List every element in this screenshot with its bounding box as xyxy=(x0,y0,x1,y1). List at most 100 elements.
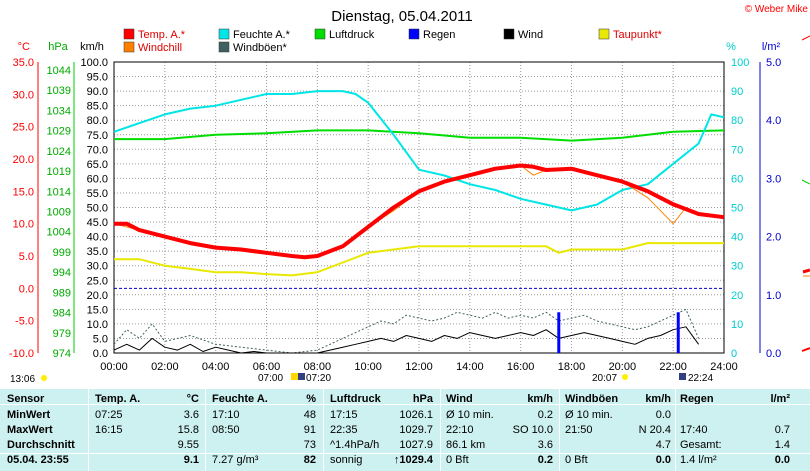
temp-tick-label: 30.0 xyxy=(13,89,34,101)
table-row-divider xyxy=(0,453,810,454)
table-cell: Gesamt: xyxy=(680,439,722,451)
sunrise2-label: 07:20 xyxy=(306,373,331,384)
table-divider xyxy=(205,389,206,471)
temp-tick-label: 5.0 xyxy=(19,251,34,263)
series-tempa xyxy=(114,163,725,260)
table-cell: Wind xyxy=(446,393,473,405)
pressure-tick-label: 1009 xyxy=(47,207,71,219)
wind-tick-label: 50.0 xyxy=(87,203,108,215)
humidity-tick-label: 10 xyxy=(731,319,743,331)
legend-swatch xyxy=(123,28,135,40)
rain-unit: l/m² xyxy=(762,41,781,53)
table-value: 1029.7 xyxy=(399,424,433,436)
axis-units: °C hPa km/h % l/m² xyxy=(18,41,781,53)
sunset-label: 20:07 xyxy=(592,373,617,384)
x-tick-label: 18:00 xyxy=(558,361,586,373)
legend-swatch xyxy=(218,28,230,40)
table-value: 48 xyxy=(303,409,316,421)
table-value: km/h xyxy=(527,393,553,405)
x-tick-label: 00:00 xyxy=(100,361,128,373)
table-value: 0.7 xyxy=(774,424,790,436)
legend-swatch xyxy=(408,28,420,40)
pressure-tick-label: 1024 xyxy=(47,146,71,158)
table-cell: 07:25 xyxy=(95,409,123,421)
humidity-tick-label: 90 xyxy=(731,86,743,98)
table-value: 1026.1 xyxy=(399,409,433,421)
table-cell: ^1.4hPa/h xyxy=(330,439,380,451)
table-divider xyxy=(88,389,89,471)
left-time-label: 13:06 xyxy=(10,374,35,385)
pressure-tick-label: 1004 xyxy=(47,227,71,239)
wind-tick-label: 15.0 xyxy=(87,304,108,316)
table-value: 0.2 xyxy=(537,409,553,421)
pressure-tick-label: 1034 xyxy=(47,105,71,117)
temp-tick-label: 35.0 xyxy=(13,57,34,69)
table-value: % xyxy=(306,393,316,405)
wind-tick-label: 45.0 xyxy=(87,217,108,229)
table-cell: Feuchte A. xyxy=(212,393,268,405)
pressure-tick-label: 999 xyxy=(53,247,71,259)
legend-swatch xyxy=(503,28,515,40)
legend-swatch xyxy=(598,28,610,40)
legend-label: Temp. A.* xyxy=(138,29,186,41)
moon-rise-icon xyxy=(298,373,305,380)
x-tick-label: 02:00 xyxy=(151,361,179,373)
stats-table: Sensor Temp. A. °C Feuchte A.% Luftdruck hPa W… xyxy=(0,389,810,471)
legend-label: Windchill xyxy=(138,42,182,54)
x-tick-label: 10:00 xyxy=(354,361,382,373)
row-label: MaxWert xyxy=(7,424,53,436)
table-value: SO 10.0 xyxy=(512,424,553,436)
wind-tick-label: 40.0 xyxy=(87,232,108,244)
pressure-unit: hPa xyxy=(48,41,68,53)
temp-tick-label: -10.0 xyxy=(9,348,34,360)
x-tick-label: 04:00 xyxy=(202,361,230,373)
table-value: 0.0 xyxy=(774,454,790,466)
legend-label: Wind xyxy=(518,29,543,41)
rain-tick-label: 4.0 xyxy=(766,115,781,127)
humidity-unit: % xyxy=(726,41,736,53)
row-label: Sensor xyxy=(7,393,45,405)
legend-label: Windböen* xyxy=(233,42,288,54)
table-value: 9.55 xyxy=(177,439,199,451)
table-divider xyxy=(675,389,676,471)
table-value: 0.0 xyxy=(655,409,671,421)
table-cell: 08:50 xyxy=(212,424,240,436)
table-cell: 17:10 xyxy=(212,409,240,421)
wind-tick-label: 80.0 xyxy=(87,115,108,127)
x-tick-label: 22:00 xyxy=(659,361,687,373)
x-tick-label: 20:00 xyxy=(609,361,637,373)
humidity-tick-label: 0 xyxy=(731,348,737,360)
humidity-tick-label: 30 xyxy=(731,261,743,273)
table-cell: 7.27 g/m³ xyxy=(212,454,259,466)
table-divider xyxy=(559,389,560,471)
row-label: MinWert xyxy=(7,409,51,421)
rain-tick-label: 3.0 xyxy=(766,173,781,185)
table-cell: 17:40 xyxy=(680,424,708,436)
table-value: 4.7 xyxy=(655,439,671,451)
sunset-icon xyxy=(622,374,628,380)
humidity-tick-label: 50 xyxy=(731,203,743,215)
temp-tick-label: 10.0 xyxy=(13,219,34,231)
table-value: 1.4 xyxy=(774,439,790,451)
rain-tick-label: 5.0 xyxy=(766,57,781,69)
wind-tick-label: 85.0 xyxy=(87,101,108,113)
chart-title: Dienstag, 05.04.2011 xyxy=(331,8,473,25)
table-cell: 22:35 xyxy=(330,424,358,436)
series-layer xyxy=(113,90,725,354)
temp-tick-label: 0.0 xyxy=(19,283,34,295)
table-cell: Regen xyxy=(680,393,714,405)
table-cell: 1.4 l/m² xyxy=(680,454,717,466)
pressure-tick-label: 1029 xyxy=(47,126,71,138)
table-cell: 0 Bft xyxy=(565,454,588,466)
legend-swatch xyxy=(314,28,326,40)
temp-tick-label: -5.0 xyxy=(15,316,34,328)
pressure-tick-label: 984 xyxy=(53,308,71,320)
wind-tick-label: 100.0 xyxy=(80,57,108,69)
table-row-divider xyxy=(0,404,810,405)
legend-label: Feuchte A.* xyxy=(233,29,291,41)
table-value: ↑1029.4 xyxy=(393,454,433,466)
row-label: 05.04. 23:55 xyxy=(7,454,69,466)
x-tick-label: 16:00 xyxy=(507,361,535,373)
temp-tick-label: 15.0 xyxy=(13,186,34,198)
moon-icon xyxy=(679,373,686,380)
